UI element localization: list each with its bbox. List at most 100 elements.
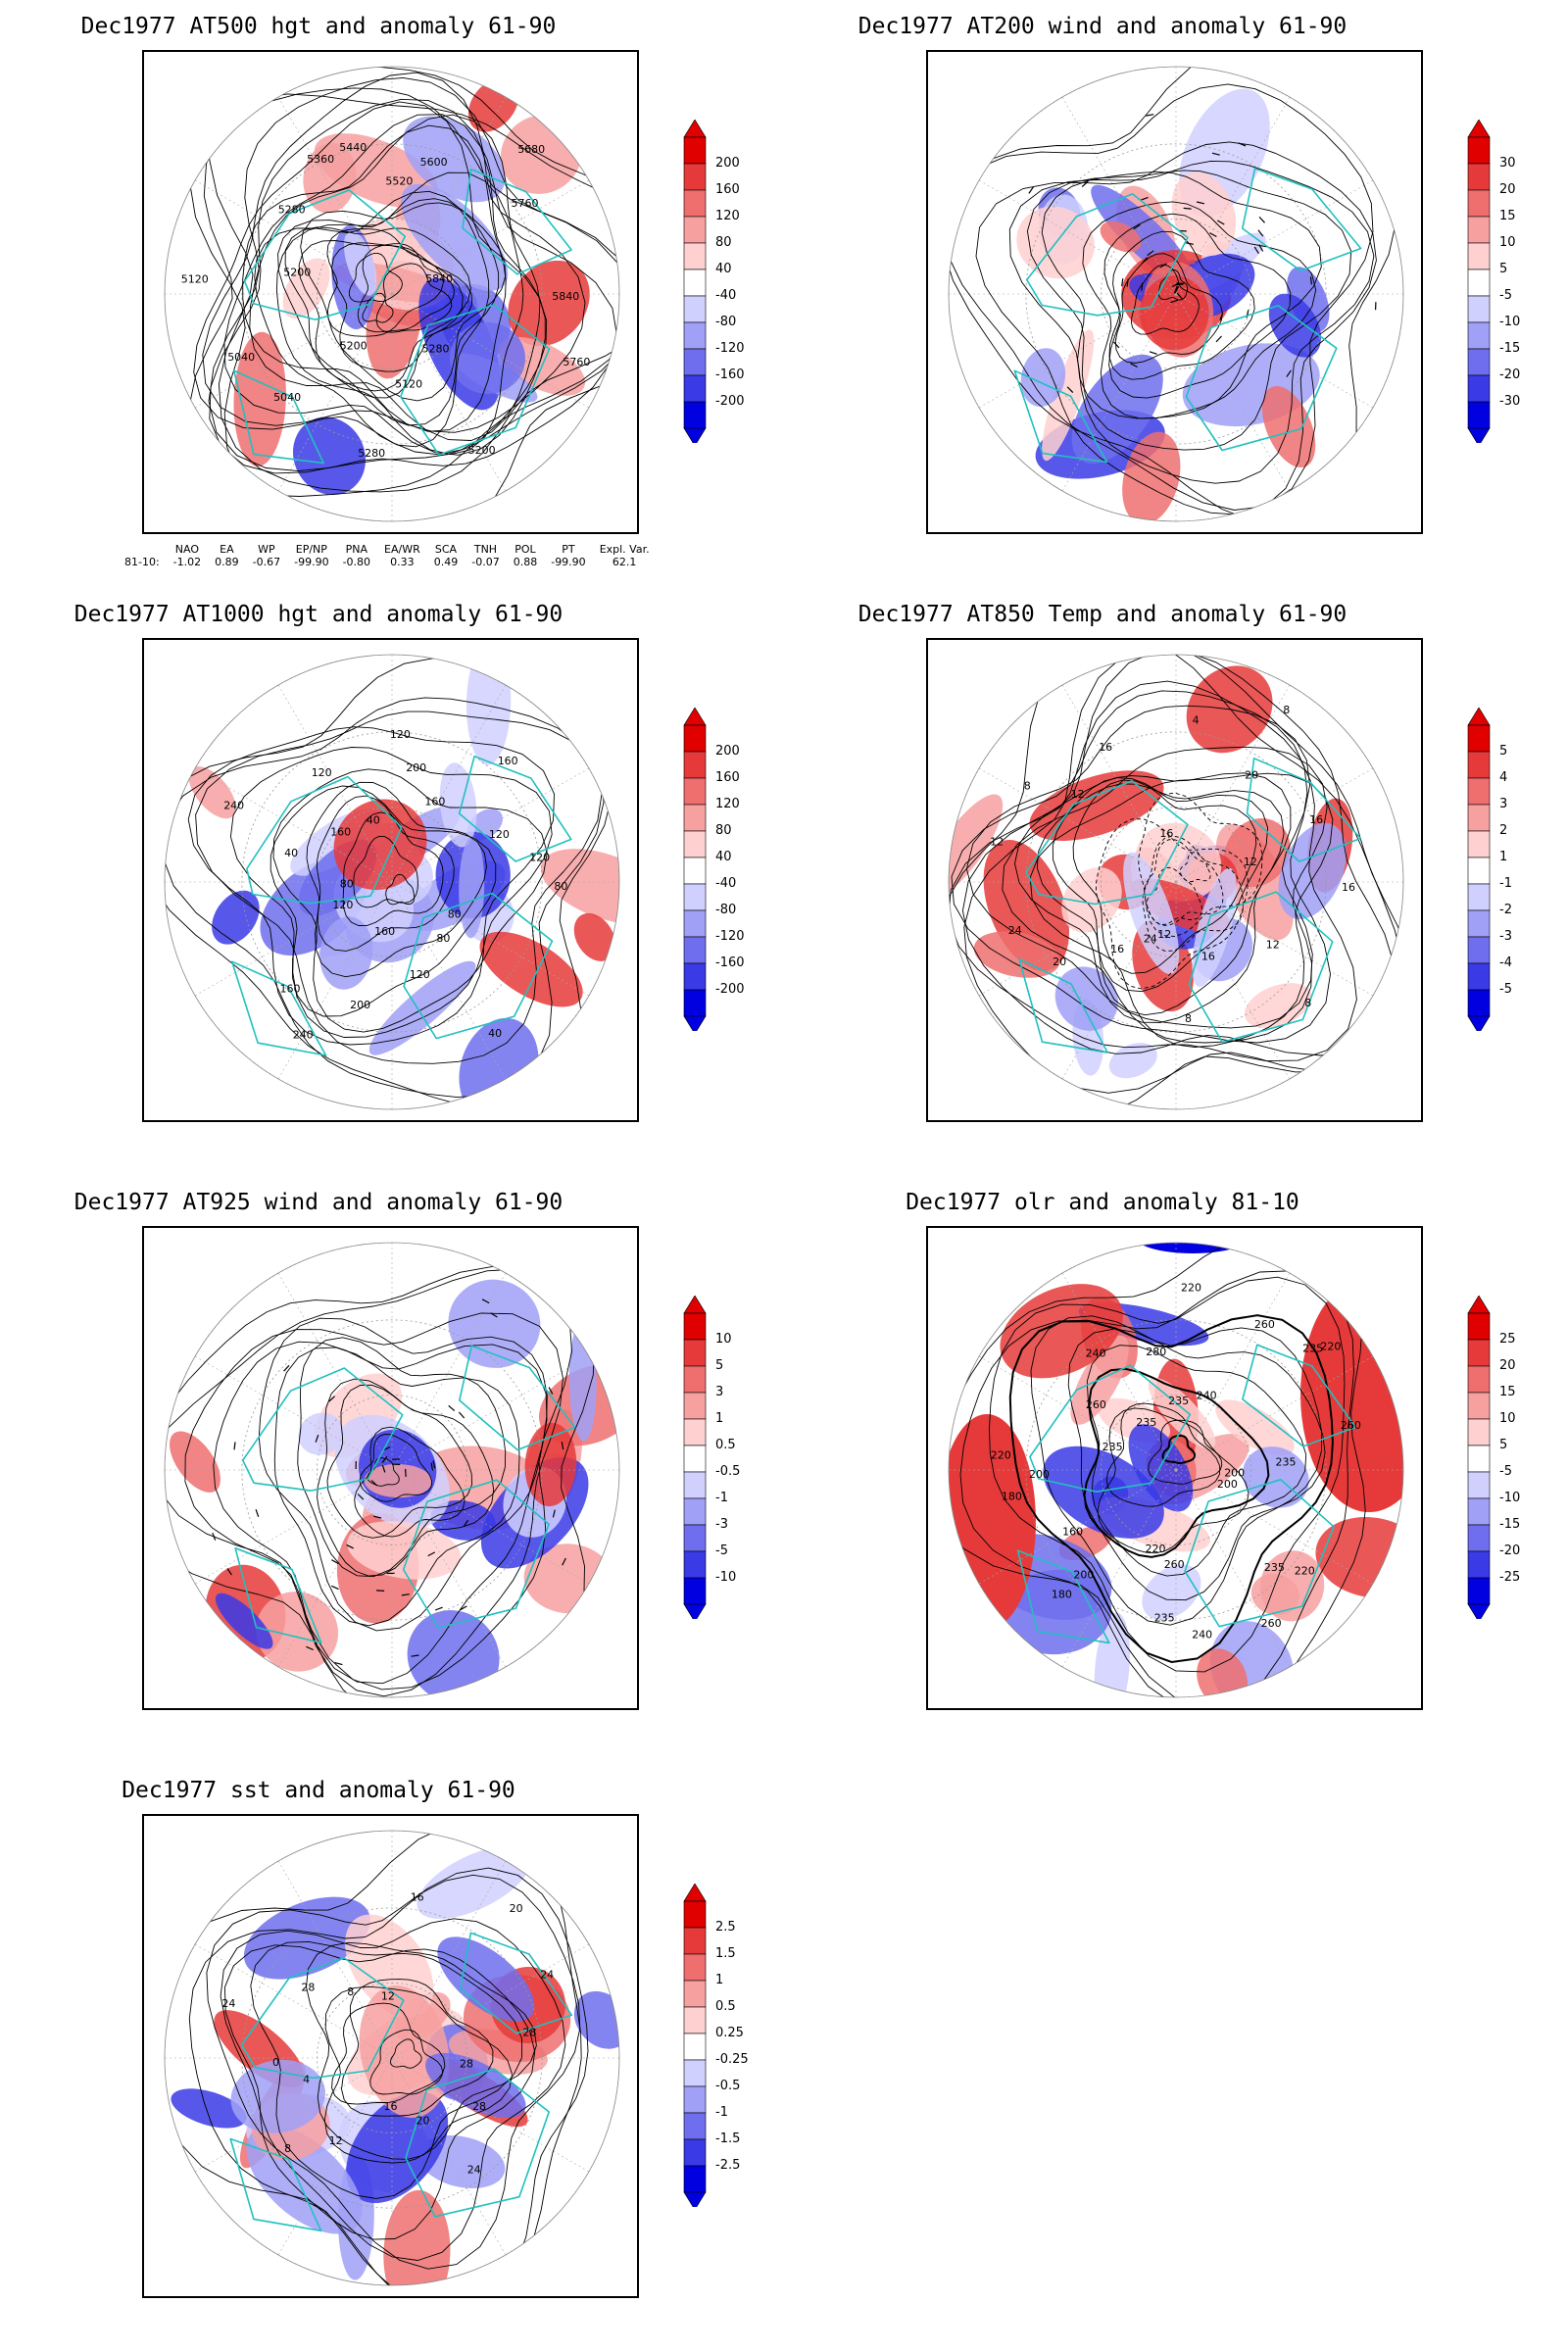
contour-label: 220 xyxy=(991,1449,1011,1462)
wind-arrow xyxy=(1140,196,1149,201)
positive-anomaly-region xyxy=(1300,1277,1403,1512)
contour-label: 235 xyxy=(1102,1441,1123,1453)
latitude-circle xyxy=(241,143,543,445)
contour-label: 16 xyxy=(384,2100,398,2113)
color-bar-cap xyxy=(1467,1296,1491,1314)
polar-map: 2002002202352602402602352202001801601802… xyxy=(948,1242,1404,1698)
negative-anomaly-region xyxy=(1054,966,1118,1031)
contour-line xyxy=(229,747,553,1038)
color-bar-label: 10 xyxy=(1499,235,1516,250)
contour-label: 5040 xyxy=(227,351,255,364)
wind-arrow xyxy=(1066,386,1074,394)
map-panel-olr: Dec1977 olr and anomaly 81-10 200 200 220 2… xyxy=(784,1176,1568,1764)
color-bar-label: 2.5 xyxy=(715,1920,736,1935)
color-bar-swatches xyxy=(1467,1296,1491,1619)
color-bar-swatches xyxy=(1467,120,1491,443)
negative-anomaly-region xyxy=(416,1845,532,1919)
contour-label: 16 xyxy=(1110,943,1124,956)
contour-label: 220 xyxy=(1295,1564,1315,1577)
color-bar-swatch xyxy=(683,2165,707,2193)
contour-label: 8 xyxy=(347,1985,354,1998)
wind-arrow xyxy=(1183,207,1192,210)
positive-anomaly-region xyxy=(347,1521,462,1580)
meridian-line xyxy=(1061,293,1177,492)
meridian-line xyxy=(277,684,393,883)
contour-label: 16 xyxy=(411,1890,424,1903)
contour-line xyxy=(1148,1419,1223,1485)
color-bar-swatch xyxy=(1467,1365,1491,1394)
color-bar-swatch xyxy=(1467,1445,1491,1473)
color-bar-swatch xyxy=(683,989,707,1017)
color-bar-label: 1 xyxy=(715,1411,724,1426)
coastline xyxy=(240,1956,405,2080)
positive-anomaly-region xyxy=(359,1985,450,2118)
wind-arrow xyxy=(1286,369,1292,377)
meridian-line xyxy=(1061,1469,1177,1668)
contour-line xyxy=(300,202,507,402)
index-header: EA/WR xyxy=(384,543,420,556)
contour-label: 200 xyxy=(1224,1466,1245,1479)
color-bar-swatch xyxy=(683,321,707,350)
index-header-row: NAO EA WP EP/NP PNA EA/WR SCA TNH POL PT… xyxy=(118,543,657,556)
contour-label: 160 xyxy=(498,755,518,767)
latitude-circle xyxy=(1025,143,1327,445)
map-boundary xyxy=(164,66,620,522)
color-bar-swatch xyxy=(683,1497,707,1526)
wind-arrow xyxy=(561,1442,564,1450)
meridian-line xyxy=(277,293,393,492)
wind-arrow xyxy=(306,1645,314,1651)
meridian-line xyxy=(978,881,1177,997)
wind-arrow xyxy=(1028,186,1034,194)
coastline xyxy=(1246,758,1362,862)
map-boundary xyxy=(164,654,620,1110)
positive-anomaly-region xyxy=(1224,818,1291,887)
wind-arrow xyxy=(1253,246,1259,255)
color-bar-swatch xyxy=(1467,1392,1491,1420)
negative-anomaly-region xyxy=(1020,348,1066,408)
polar-map: 28 28 24 20 16 12 8 4 0 24 28 8 12 16 20 24 28 xyxy=(164,1830,620,2286)
positive-anomaly-region xyxy=(1315,1517,1403,1598)
positive-anomaly-region xyxy=(282,258,330,319)
wind-arrow xyxy=(373,1515,382,1519)
wind-arrow xyxy=(1130,363,1138,368)
color-bar-label: 5 xyxy=(715,1358,724,1373)
contour-line xyxy=(326,228,444,337)
color-bar-label: -160 xyxy=(715,956,745,970)
contour-line xyxy=(1029,772,1334,1048)
wind-arrow xyxy=(405,1468,407,1477)
contour-label: 8 xyxy=(1283,704,1290,716)
map-layer xyxy=(949,67,1403,521)
color-bar-swatch xyxy=(1467,777,1491,806)
contour-label: 20 xyxy=(1053,956,1066,968)
color-bar-swatch xyxy=(683,1392,707,1420)
color-bar-label: -5 xyxy=(1499,982,1512,997)
map-layer: 28 28 24 20 16 12 8 4 0 24 28 8 12 16 20 24 28 xyxy=(165,1831,619,2285)
contour-label: 200 xyxy=(1073,1568,1094,1581)
coastline xyxy=(234,1547,322,1644)
contour-line xyxy=(250,1940,523,2199)
positive-anomaly-region xyxy=(1061,867,1122,933)
contour-label: 120 xyxy=(410,968,430,981)
contour-label: 16 xyxy=(1201,951,1215,963)
color-bar-cap xyxy=(683,1603,707,1619)
coastline xyxy=(1026,193,1189,317)
color-bar-swatch xyxy=(1467,295,1491,323)
meridian-line xyxy=(391,293,590,409)
wind-arrow xyxy=(1258,216,1265,223)
color-bar-cap xyxy=(683,708,707,726)
wind-arrow xyxy=(1126,278,1129,287)
wind-arrow xyxy=(1219,313,1224,320)
index-value: -0.07 xyxy=(471,556,500,568)
map-boundary xyxy=(948,1242,1404,1698)
wind-arrow xyxy=(1209,232,1217,238)
color-bar-label: -80 xyxy=(715,315,737,329)
contour-line xyxy=(367,1457,400,1487)
contour-label: 220 xyxy=(1181,1281,1201,1294)
color-bar-swatch xyxy=(683,242,707,270)
color-bar-swatch xyxy=(1467,1339,1491,1367)
contour-label: 160 xyxy=(330,826,351,839)
contour-line xyxy=(297,1337,507,1578)
contour-label: 24 xyxy=(540,1968,554,1981)
color-bar-swatches xyxy=(683,1884,707,2207)
